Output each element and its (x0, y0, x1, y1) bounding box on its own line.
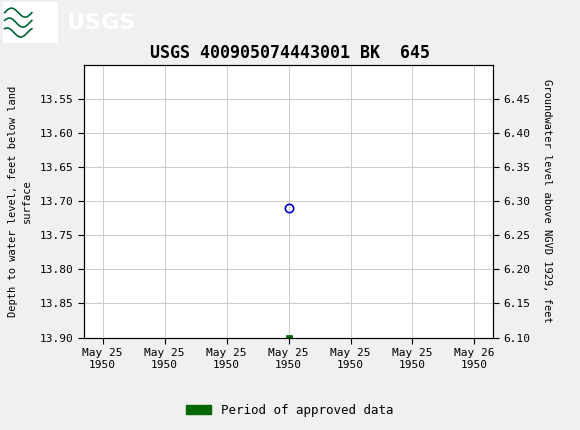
Y-axis label: Depth to water level, feet below land
surface: Depth to water level, feet below land su… (8, 86, 31, 316)
Y-axis label: Groundwater level above NGVD 1929, feet: Groundwater level above NGVD 1929, feet (542, 79, 552, 323)
FancyBboxPatch shape (3, 2, 58, 43)
Legend: Period of approved data: Period of approved data (181, 399, 399, 421)
Text: USGS: USGS (67, 12, 135, 33)
Text: USGS 400905074443001 BK  645: USGS 400905074443001 BK 645 (150, 44, 430, 62)
